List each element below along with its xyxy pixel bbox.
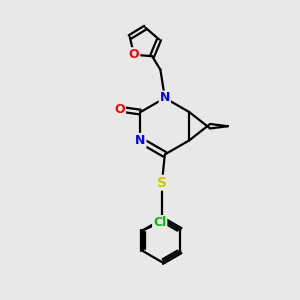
Text: O: O bbox=[129, 48, 139, 61]
Text: N: N bbox=[160, 92, 170, 104]
Text: Cl: Cl bbox=[153, 216, 166, 229]
Text: N: N bbox=[135, 134, 146, 147]
Text: S: S bbox=[157, 176, 167, 190]
Text: O: O bbox=[114, 103, 125, 116]
